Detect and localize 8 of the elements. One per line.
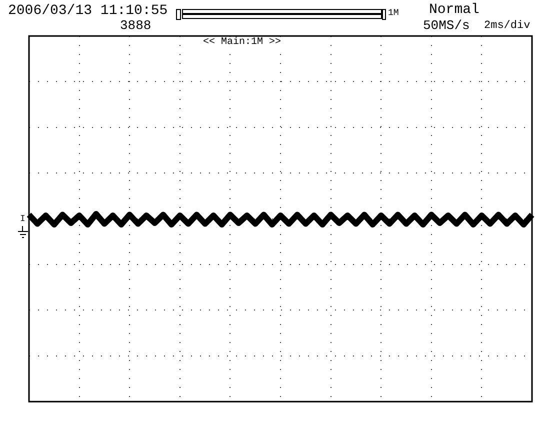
text: 2ms/div: [484, 20, 530, 32]
text: 50MS/s: [423, 18, 470, 33]
text: 2006/03/13 11:10:55: [8, 3, 168, 19]
text: 3888: [120, 18, 152, 33]
text: Normal: [429, 2, 480, 18]
text: << Main:1M >>: [203, 37, 282, 48]
text: 1M: [388, 8, 399, 18]
text: I: [20, 214, 26, 224]
